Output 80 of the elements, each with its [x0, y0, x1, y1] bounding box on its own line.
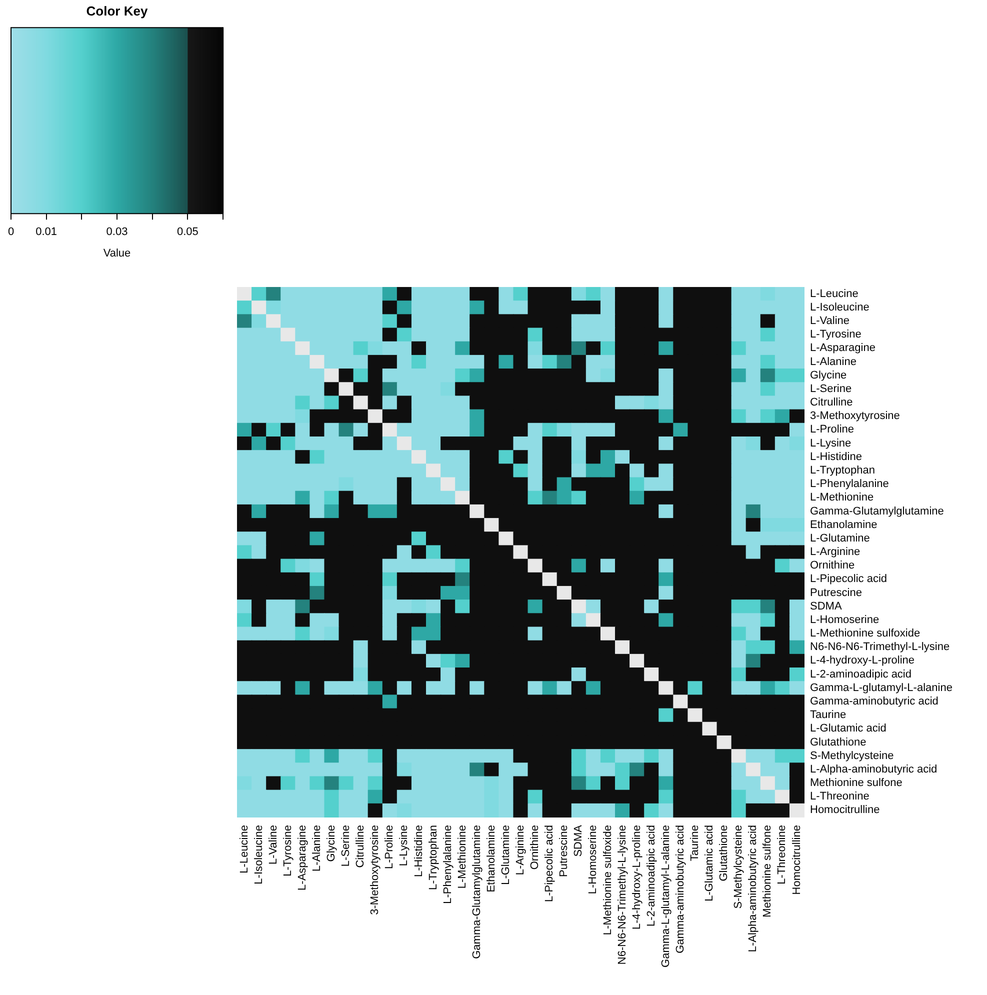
y-tick-label: Ethanolamine: [810, 518, 878, 531]
y-tick-label: L-Glutamine: [810, 532, 870, 544]
y-tick-label: L-Methionine: [810, 492, 874, 504]
y-tick-label: L-Homoserine: [810, 614, 880, 626]
y-tick-label: Gamma-aminobutyric acid: [810, 696, 938, 708]
legend-title: Color Key: [86, 3, 148, 18]
x-tick-label: L-Valine: [267, 825, 280, 865]
y-tick-label: L-Valine: [810, 315, 850, 328]
y-tick-label: Methionine sulfone: [810, 777, 902, 790]
x-tick-label: SDMA: [572, 824, 585, 857]
y-tick-label: L-Asparagine: [810, 342, 876, 354]
y-tick-label: L-Lysine: [810, 437, 852, 450]
x-tick-label: L-Alanine: [310, 825, 323, 872]
y-tick-label: L-Pipecolic acid: [810, 573, 888, 586]
y-tick-label: L-Phenylalanine: [810, 478, 889, 490]
color-bar-title: Value: [103, 247, 131, 260]
x-tick-label: Glutathione: [718, 825, 730, 882]
y-tick-label: Gamma-L-glutamyl-L-alanine: [810, 682, 952, 694]
y-tick-label: Homocitrulline: [810, 804, 880, 816]
x-tick-label: Putrescine: [558, 825, 570, 877]
x-tick-label: L-Methionine: [456, 825, 468, 889]
y-tick-label: L-Alpha-aminobutyric acid: [810, 763, 938, 776]
x-tick-label: L-Homoserine: [587, 825, 600, 894]
x-tick-label: Glycine: [326, 825, 338, 862]
x-tick-label: L-Serine: [340, 825, 352, 867]
x-tick-label: N6-N6-N6-Trimethyl-L-lysine: [616, 825, 628, 965]
y-tick-label: Citrulline: [810, 396, 853, 409]
y-tick-label: Ornithine: [810, 560, 855, 572]
x-tick-label: L-Tryptophan: [427, 825, 440, 890]
x-tick-label: L-Proline: [384, 825, 396, 870]
y-tick-label: Taurine: [810, 709, 846, 722]
x-tick-label: L-2-aminoadipic acid: [645, 825, 658, 926]
y-tick-label: L-Threonine: [810, 790, 870, 803]
y-tick-label: L-Glutamic acid: [810, 722, 886, 735]
x-tick-label: L-Pipecolic acid: [544, 825, 556, 902]
x-tick-label: L-Leucine: [238, 825, 250, 874]
y-tick-label: N6-N6-N6-Trimethyl-L-lysine: [810, 641, 950, 654]
x-tick-label: L-Tyrosine: [282, 825, 294, 876]
x-tick-label: L-Asparagine: [296, 825, 308, 890]
y-tick-label: L-Arginine: [810, 546, 860, 558]
x-tick-label: L-Arginine: [514, 825, 527, 876]
y-tick-label: L-2-aminoadipic acid: [810, 668, 912, 680]
x-tick-label: S-Methylcysteine: [732, 825, 745, 909]
y-tick-label: Putrescine: [810, 586, 862, 599]
x-tick-label: Gamma-aminobutyric acid: [674, 825, 686, 954]
x-tick-label: L-4-hydroxy-L-proline: [630, 825, 643, 930]
y-tick-label: S-Methylcysteine: [810, 750, 894, 762]
x-tick-label: L-Isoleucine: [252, 825, 265, 884]
y-tick-label: L-Proline: [810, 424, 854, 436]
y-tick-label: L-Isoleucine: [810, 301, 870, 314]
x-tick-label: L-Lysine: [398, 825, 410, 866]
x-tick-label: Citrulline: [354, 825, 367, 868]
x-tick-label: L-Glutamine: [500, 825, 512, 885]
y-tick-label: 3-Methoxytyrosine: [810, 410, 900, 422]
x-tick-label: 3-Methoxytyrosine: [369, 825, 382, 915]
y-tick-label: L-Tryptophan: [810, 464, 876, 476]
x-tick-label: L-Phenylalanine: [442, 825, 454, 904]
y-tick-label: L-Leucine: [810, 288, 858, 300]
x-tick-label: Gamma-L-glutamyl-L-alanine: [660, 825, 672, 968]
y-tick-label: Gamma-Glutamylglutamine: [810, 505, 944, 518]
color-bar-label: 0.01: [36, 226, 58, 238]
x-tick-label: L-Histidine: [412, 825, 425, 877]
y-tick-label: L-Histidine: [810, 450, 862, 463]
x-tick-label: Gamma-Glutamylglutamine: [470, 825, 483, 959]
x-tick-label: L-Glutamic acid: [704, 825, 716, 902]
color-bar-label: 0: [8, 226, 14, 238]
y-tick-label: L-Methionine sulfoxide: [810, 628, 920, 640]
color-bar-label: 0.03: [106, 226, 128, 238]
y-tick-label: SDMA: [810, 600, 842, 612]
y-tick-label: L-4-hydroxy-L-proline: [810, 654, 915, 667]
x-tick-label: Ethanolamine: [485, 825, 498, 892]
x-tick-label: Taurine: [688, 825, 701, 862]
color-bar-label: 0.05: [176, 226, 198, 238]
y-tick-label: L-Alanine: [810, 356, 856, 368]
x-tick-label: L-Methionine sulfoxide: [602, 825, 614, 936]
x-tick-label: Ornithine: [529, 825, 542, 870]
y-tick-label: Glycine: [810, 369, 847, 382]
y-tick-label: L-Serine: [810, 382, 852, 395]
y-tick-label: Glutathione: [810, 736, 866, 748]
y-tick-label: L-Tyrosine: [810, 328, 862, 341]
